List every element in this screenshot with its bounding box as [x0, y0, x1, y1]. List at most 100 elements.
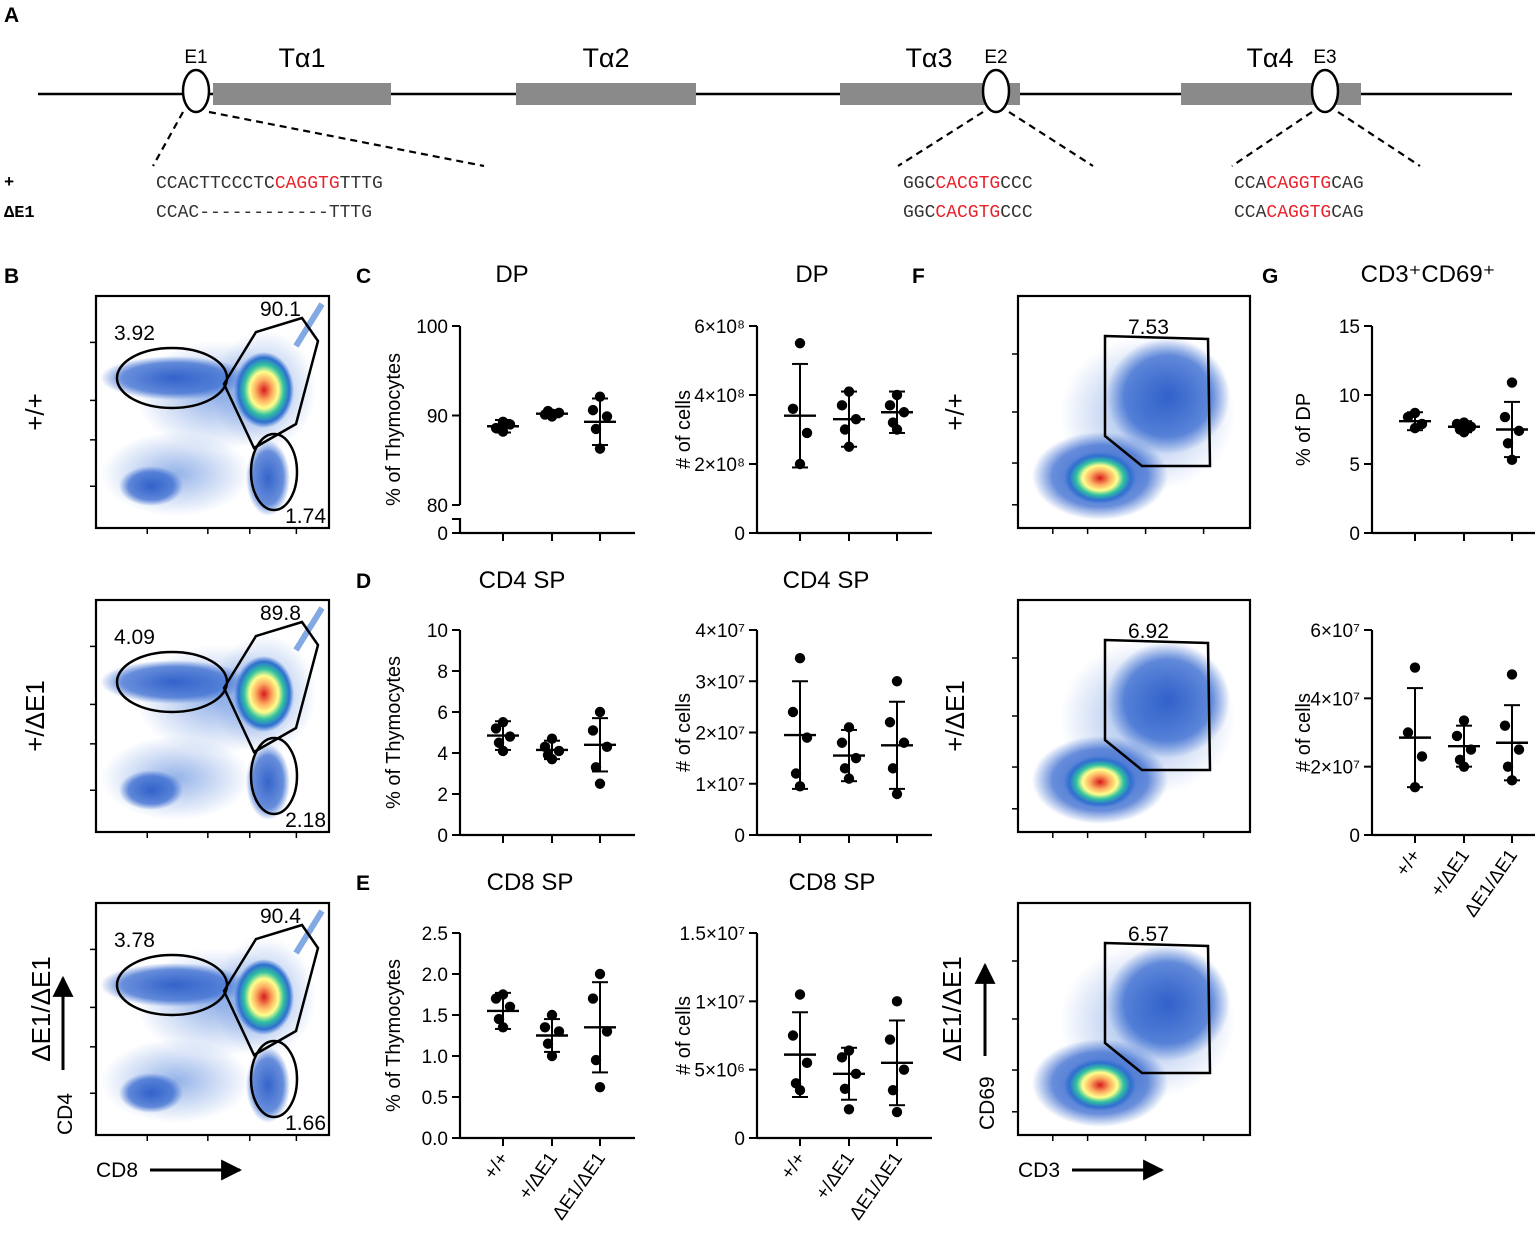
density-cd4sp — [100, 963, 248, 1007]
panel-b: 3.92 90.1 1.74 +/+ 4.09 89.8 2.18 +/ΔE1 3.78 90.4… — [20, 294, 331, 1182]
y-axis-label: % of Thymocytes — [383, 656, 405, 809]
data-point — [887, 1084, 899, 1096]
data-point — [1409, 781, 1421, 793]
data-point — [539, 1022, 551, 1033]
data-point — [1513, 425, 1525, 437]
data-point — [787, 706, 799, 718]
y-axis-label: % of Thymocytes — [383, 353, 405, 506]
data-point — [801, 1057, 813, 1069]
y-tick-label: 10 — [427, 621, 448, 642]
seq-e1-wt: CCACTTCCCTCCAGGTGTTTG — [156, 174, 383, 194]
data-point — [553, 1026, 565, 1037]
gate-cd3-cd69 — [1103, 334, 1212, 468]
label-ta2: Tα2 — [582, 43, 629, 73]
data-point — [794, 781, 806, 792]
flow-plot-ticks — [90, 645, 298, 838]
y-tick-label: 2 — [437, 785, 448, 806]
zoom-line-e3-left — [1231, 111, 1313, 167]
data-point — [546, 733, 558, 744]
y-axis-label: # of cells — [673, 693, 695, 772]
gate-value: 6.57 — [1128, 923, 1169, 946]
flow-plot-ticks — [1012, 657, 1205, 838]
chart-d_pct: CD4 SP % of Thymocytes 0 2 4 6 8 10 — [383, 567, 635, 847]
enhancer-e1 — [181, 68, 211, 114]
data-point — [601, 411, 613, 422]
data-point — [594, 778, 606, 789]
gate-value-dp: 89.8 — [260, 602, 301, 625]
chart-title: CD8 SP — [789, 869, 876, 896]
density-cd4sp — [100, 660, 248, 704]
density-dn-core — [119, 466, 183, 506]
data-point — [590, 762, 602, 773]
gate-dp — [222, 620, 320, 754]
axis-label-cd3: CD3 — [1018, 1159, 1060, 1182]
density-cd8sp — [246, 1047, 290, 1123]
data-point — [850, 1068, 862, 1079]
y-tick-label: 90 — [427, 407, 448, 428]
seq-e3-del: CCACAGGTGCAG — [1234, 203, 1364, 223]
data-point — [587, 404, 599, 416]
panel-label-f: F — [912, 265, 925, 288]
y-tick-label: 0 — [734, 1129, 745, 1150]
panel-label-e: E — [356, 872, 370, 895]
data-point — [493, 737, 505, 748]
data-point — [490, 723, 502, 734]
segment-ta2 — [516, 83, 696, 105]
gate-value-dp: 90.4 — [260, 905, 301, 928]
row-label: +/+ — [20, 393, 50, 431]
density-dp-core — [234, 959, 294, 1035]
data-point — [590, 423, 602, 435]
data-point — [850, 413, 862, 425]
data-point — [1506, 775, 1518, 786]
data-point — [1465, 421, 1477, 432]
y-tick-label: 0.0 — [422, 1129, 448, 1150]
gate-value-cd4sp: 3.78 — [114, 929, 155, 952]
label-e2: E2 — [984, 47, 1007, 68]
density-dp-tail — [293, 302, 325, 348]
y-tick-label: 80 — [427, 496, 448, 517]
enhancer-e3 — [1310, 68, 1340, 114]
seq-e2-wt: GGCCACGTGCCC — [903, 174, 1033, 194]
data-point — [546, 1009, 558, 1021]
y-tick-label: 15 — [1339, 317, 1360, 338]
row-label: +/ΔE1 — [20, 680, 50, 752]
chart-title: DP — [495, 261, 528, 288]
data-point — [1451, 730, 1463, 742]
data-point — [843, 1045, 855, 1056]
x-category-label: +/ΔE1 — [812, 1149, 859, 1204]
data-point — [1465, 744, 1477, 755]
data-point — [843, 722, 855, 733]
data-point — [539, 741, 551, 753]
y-tick-label: 5×10⁶ — [694, 1061, 745, 1082]
flow-plot-b-2: 3.78 90.4 1.66 ΔE1/ΔE1 — [26, 901, 331, 1141]
y-tick-label: 1.0 — [422, 1047, 448, 1068]
y-tick-label: 3×10⁷ — [695, 672, 745, 693]
density-dp-core — [234, 352, 294, 428]
data-point — [594, 706, 606, 718]
data-point — [898, 407, 910, 418]
enhancer-e2 — [981, 68, 1011, 114]
genotype-delta-label: ΔE1 — [4, 204, 35, 223]
data-point — [801, 732, 813, 743]
y-tick-label: 0 — [1349, 826, 1360, 847]
y-tick-label: 6×10⁷ — [1310, 621, 1360, 642]
data-point — [542, 1038, 554, 1049]
chart-e_pct: CD8 SP % of Thymocytes 0.0 0.5 1.0 1.5 2.0 2.5 +… — [383, 869, 635, 1224]
data-point — [497, 745, 509, 757]
row-label: ΔE1/ΔE1 — [937, 956, 967, 1062]
data-point — [1416, 751, 1428, 762]
data-point — [891, 996, 903, 1007]
density-cd8sp — [246, 440, 290, 516]
y-axis-label: # of cells — [673, 996, 695, 1075]
y-axis-label: # of cells — [1293, 693, 1315, 772]
data-point — [787, 1030, 799, 1041]
data-point — [594, 391, 606, 402]
data-point — [594, 443, 606, 454]
y-tick-label: 0 — [437, 524, 448, 545]
panel-label-a: A — [4, 4, 19, 27]
y-tick-label: 1×10⁷ — [695, 775, 745, 796]
data-point — [794, 989, 806, 1000]
panel-label-b: B — [4, 265, 19, 288]
flow-plot-ticks — [90, 341, 298, 534]
y-tick-label: 4 — [437, 744, 448, 765]
